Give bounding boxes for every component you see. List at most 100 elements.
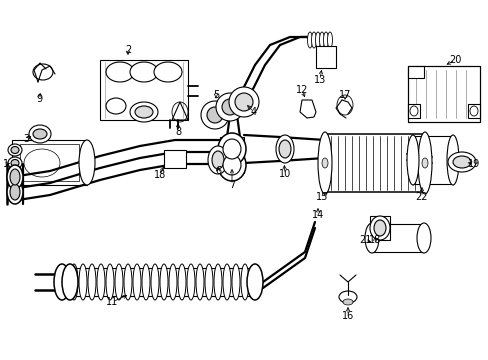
Bar	[20, 144, 79, 181]
Polygon shape	[407, 66, 423, 78]
Ellipse shape	[469, 106, 477, 116]
Ellipse shape	[201, 101, 228, 129]
Ellipse shape	[124, 264, 132, 300]
Ellipse shape	[218, 133, 245, 165]
Ellipse shape	[204, 264, 213, 300]
Ellipse shape	[319, 32, 324, 48]
Bar	[100, 60, 187, 120]
Text: 3: 3	[23, 134, 29, 144]
Bar	[325, 134, 424, 192]
Bar	[12, 140, 87, 185]
Ellipse shape	[206, 107, 223, 123]
Ellipse shape	[228, 87, 259, 117]
Ellipse shape	[315, 32, 320, 48]
Text: 9: 9	[36, 94, 42, 104]
Ellipse shape	[417, 132, 431, 194]
Text: 18: 18	[154, 170, 166, 180]
Ellipse shape	[216, 93, 244, 121]
Ellipse shape	[307, 32, 312, 48]
Ellipse shape	[142, 264, 150, 300]
Text: 13: 13	[313, 75, 325, 85]
Ellipse shape	[79, 140, 95, 185]
Ellipse shape	[79, 264, 87, 300]
Ellipse shape	[130, 102, 158, 122]
Ellipse shape	[317, 132, 331, 194]
Text: 6: 6	[215, 166, 221, 176]
Text: 18: 18	[368, 235, 380, 245]
Text: 8: 8	[175, 127, 181, 137]
Ellipse shape	[133, 264, 141, 300]
Ellipse shape	[178, 264, 185, 300]
Ellipse shape	[115, 264, 123, 300]
Ellipse shape	[409, 106, 417, 116]
Ellipse shape	[416, 223, 430, 253]
Text: 14: 14	[311, 210, 324, 220]
Ellipse shape	[369, 216, 389, 240]
Ellipse shape	[214, 264, 222, 300]
Ellipse shape	[342, 299, 352, 305]
Ellipse shape	[207, 146, 227, 174]
Ellipse shape	[218, 149, 245, 181]
Ellipse shape	[135, 106, 153, 118]
Ellipse shape	[447, 152, 475, 172]
Ellipse shape	[130, 62, 158, 82]
Ellipse shape	[406, 135, 418, 185]
Ellipse shape	[11, 159, 19, 166]
Bar	[467, 104, 479, 118]
Ellipse shape	[160, 264, 168, 300]
Ellipse shape	[246, 264, 263, 300]
Text: 7: 7	[228, 180, 235, 190]
Text: 5: 5	[212, 90, 219, 100]
Ellipse shape	[8, 169, 22, 181]
Ellipse shape	[169, 264, 177, 300]
Ellipse shape	[33, 129, 47, 139]
Text: 20: 20	[448, 55, 460, 65]
Ellipse shape	[373, 220, 385, 236]
Ellipse shape	[421, 158, 427, 168]
Text: 15: 15	[315, 192, 327, 202]
Bar	[407, 66, 479, 122]
Ellipse shape	[212, 151, 224, 169]
Ellipse shape	[235, 93, 252, 111]
Ellipse shape	[106, 62, 134, 82]
Ellipse shape	[321, 158, 327, 168]
Ellipse shape	[452, 156, 470, 168]
Ellipse shape	[223, 139, 241, 159]
Ellipse shape	[10, 184, 20, 200]
Ellipse shape	[8, 157, 22, 169]
Text: 16: 16	[341, 311, 353, 321]
Ellipse shape	[106, 264, 114, 300]
Ellipse shape	[446, 135, 458, 185]
Bar	[407, 66, 479, 122]
Bar	[371, 224, 423, 252]
Bar	[412, 136, 452, 184]
Text: 1: 1	[3, 159, 9, 169]
Polygon shape	[299, 100, 315, 118]
Ellipse shape	[186, 264, 195, 300]
Ellipse shape	[106, 98, 126, 114]
Ellipse shape	[323, 32, 328, 48]
Ellipse shape	[62, 264, 78, 300]
Ellipse shape	[223, 264, 230, 300]
Text: 21: 21	[358, 235, 370, 245]
Ellipse shape	[154, 62, 182, 82]
Ellipse shape	[223, 155, 241, 175]
Text: 4: 4	[250, 107, 257, 117]
Ellipse shape	[88, 264, 96, 300]
Text: 19: 19	[467, 159, 479, 169]
Ellipse shape	[7, 165, 23, 189]
Ellipse shape	[54, 264, 70, 300]
Ellipse shape	[311, 32, 316, 48]
Ellipse shape	[327, 32, 332, 48]
Ellipse shape	[97, 264, 105, 300]
Ellipse shape	[231, 264, 240, 300]
Text: 2: 2	[124, 45, 131, 55]
Ellipse shape	[275, 135, 293, 163]
Ellipse shape	[151, 264, 159, 300]
Ellipse shape	[241, 264, 248, 300]
Ellipse shape	[222, 99, 238, 115]
Ellipse shape	[29, 125, 51, 143]
Bar	[315, 46, 335, 68]
Ellipse shape	[70, 264, 78, 300]
Ellipse shape	[11, 171, 19, 179]
